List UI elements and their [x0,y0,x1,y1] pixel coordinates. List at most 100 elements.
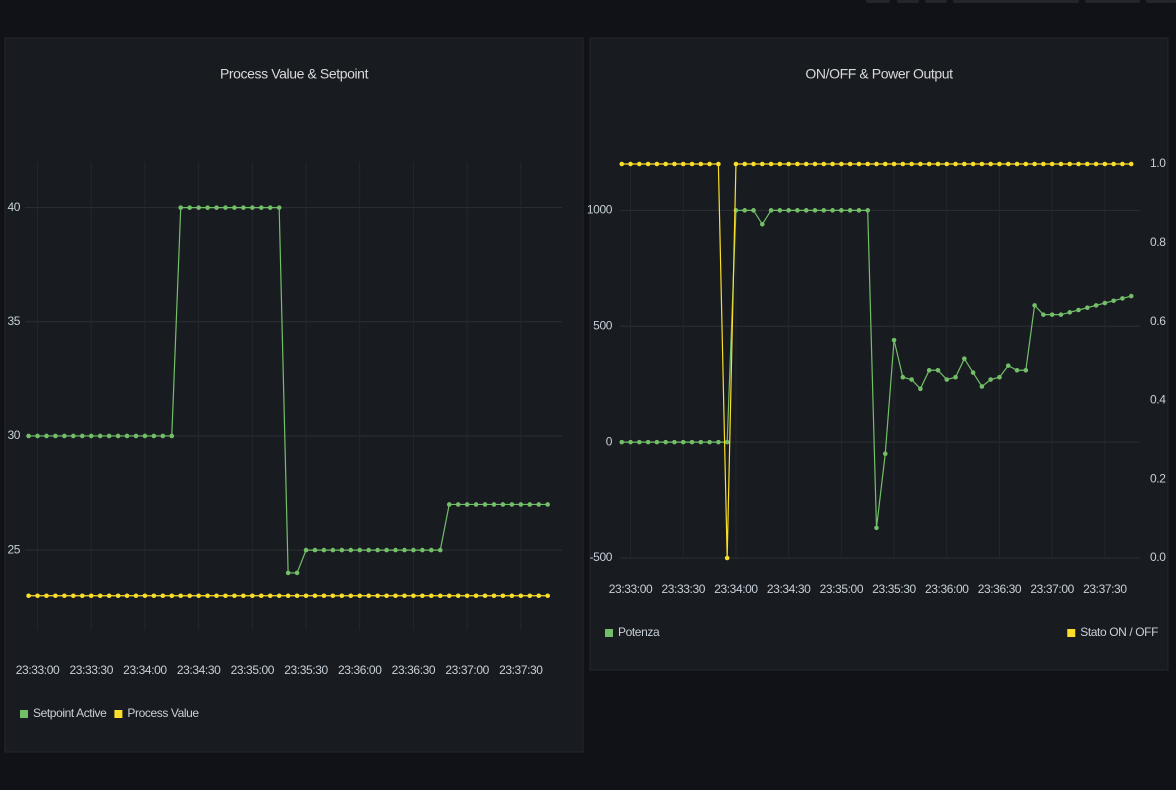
data-point [312,593,318,599]
data-point [241,593,246,599]
data-point [62,433,67,439]
legend-label: Potenza [618,625,660,639]
toolbar-button[interactable] [897,0,919,3]
data-point [339,547,345,553]
x-tick-label: 23:36:30 [392,663,436,677]
x-tick-label: 23:34:30 [767,582,811,596]
data-point [88,433,94,439]
data-point [482,502,488,507]
data-point [339,593,345,599]
data-point [285,593,291,599]
x-tick-label: 23:37:00 [1030,582,1074,596]
data-point [205,593,210,599]
data-point [1014,161,1020,167]
data-point [707,439,712,445]
toolbar-button[interactable] [925,0,947,3]
data-point [384,593,389,599]
x-tick-label: 23:35:00 [231,663,275,677]
data-point [133,593,139,599]
data-point [446,502,452,507]
data-point [672,439,677,445]
data-point [962,356,967,361]
data-point [988,377,993,382]
data-point [124,433,130,439]
data-point [1128,293,1134,299]
data-point [900,161,906,167]
data-point [232,205,237,210]
data-point [874,525,879,531]
panel-title: Process Value & Setpoint [220,66,369,82]
data-point [196,205,201,210]
data-point [420,593,425,599]
y-tick-label: -500 [590,550,613,564]
x-tick-label: 23:36:00 [338,663,382,677]
data-point [79,433,85,439]
data-point [455,593,461,599]
x-tick-label: 23:34:30 [177,663,221,677]
data-point [446,593,452,599]
data-point [663,439,668,445]
y-tick-label: 25 [7,542,20,556]
data-point [619,161,625,167]
time-picker[interactable] [953,0,1079,3]
data-point [187,205,192,210]
data-point [909,377,914,382]
data-point [689,161,695,167]
data-point [151,593,157,599]
data-point [348,593,354,599]
legend-swatch [605,629,613,637]
data-point [285,570,291,576]
data-point [35,593,40,599]
legend-swatch [20,710,28,718]
data-point [1005,161,1011,167]
data-point [918,386,923,392]
data-point [169,593,175,599]
data-point [500,593,506,599]
data-point [830,161,835,167]
x-tick-label: 23:33:00 [609,582,653,596]
data-point [79,593,85,599]
y2-tick-label: 1.0 [1150,156,1166,170]
data-point [742,161,748,167]
data-point [384,547,389,553]
data-point [777,208,783,213]
data-point [375,593,380,599]
data-point [411,593,416,599]
data-point [997,374,1002,380]
x-tick-label: 23:36:30 [978,582,1022,596]
data-point [1023,161,1029,167]
data-point [26,433,31,439]
toolbar-button[interactable] [1146,0,1176,3]
data-point [1076,161,1081,167]
data-point [97,593,103,599]
toolbar-button[interactable] [1085,0,1140,3]
data-point [509,502,515,507]
data-point [97,433,103,439]
data-point [232,593,237,599]
x-tick-label: 23:33:30 [661,582,705,596]
data-point [115,433,121,439]
data-point [874,161,879,167]
data-point [71,433,76,439]
data-point [267,205,273,210]
data-point [918,161,923,167]
data-point [759,161,765,167]
data-point [536,593,542,599]
data-point [366,593,371,599]
toolbar-button[interactable] [866,0,890,3]
data-point [1111,161,1116,167]
data-point [803,208,809,213]
data-point [672,161,677,167]
data-point [962,161,967,167]
data-point [1128,161,1134,167]
data-point [742,208,748,213]
data-point [545,502,550,507]
data-point [979,161,985,167]
y-tick-label: 0 [606,434,613,448]
data-point [751,208,756,213]
y-tick-label: 30 [7,428,20,442]
data-point [663,161,668,167]
data-point [680,439,686,445]
data-point [891,161,897,167]
